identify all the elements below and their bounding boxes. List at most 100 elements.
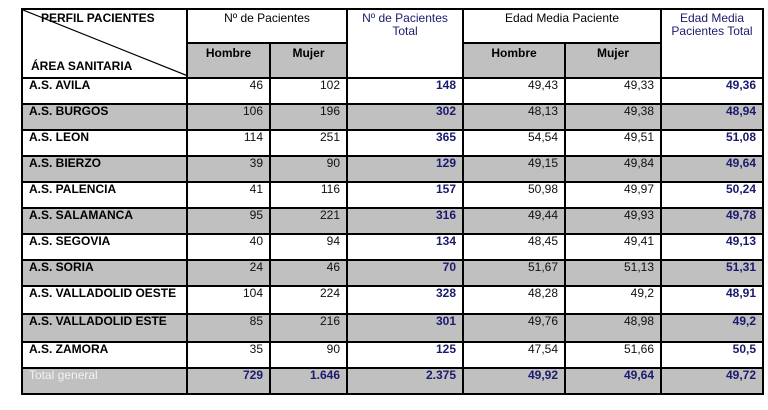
total-cell-edad-total: 49,72 <box>660 367 764 395</box>
table-row: A.S. BIERZO 39 90 129 49,15 49,84 49,64 <box>21 155 764 183</box>
cell-edad-mujer: 49,93 <box>564 207 662 235</box>
cell-edad-total: 49,64 <box>660 155 764 183</box>
cell-total: 129 <box>346 155 464 183</box>
cell-edad-hombre: 47,54 <box>462 341 566 369</box>
total-cell-total: 2.375 <box>346 367 464 395</box>
cell-edad-hombre: 48,45 <box>462 233 566 261</box>
cell-hombre: 40 <box>186 233 271 261</box>
cell-edad-total: 51,08 <box>660 129 764 157</box>
cell-hombre: 104 <box>186 285 271 315</box>
table-row: A.S. SEGOVIA 40 94 134 48,45 49,41 49,13 <box>21 233 764 261</box>
cell-total: 134 <box>346 233 464 261</box>
cell-mujer: 116 <box>269 181 348 209</box>
cell-area: A.S. BURGOS <box>21 103 188 131</box>
corner-bottom-label: ÁREA SANITARIA <box>31 59 133 73</box>
table-row: A.S. ZAMORA 35 90 125 47,54 51,66 50,5 <box>21 341 764 369</box>
cell-mujer: 221 <box>269 207 348 235</box>
cell-edad-total: 50,5 <box>660 341 764 369</box>
cell-mujer: 46 <box>269 259 348 287</box>
cell-edad-mujer: 49,51 <box>564 129 662 157</box>
table-row: A.S. LEON 114 251 365 54,54 49,51 51,08 <box>21 129 764 157</box>
cell-edad-total: 48,91 <box>660 285 764 315</box>
cell-mujer: 94 <box>269 233 348 261</box>
table-row: A.S. VALLADOLID OESTE 104 224 328 48,28 49,2 4… <box>21 285 764 315</box>
cell-edad-hombre: 54,54 <box>462 129 566 157</box>
subheader-age-hombre: Hombre <box>462 42 566 79</box>
total-cell-edad-hombre: 49,92 <box>462 367 566 395</box>
header-num-patients: Nº de Pacientes <box>186 8 348 44</box>
cell-edad-hombre: 49,15 <box>462 155 566 183</box>
cell-edad-total: 49,13 <box>660 233 764 261</box>
cell-area: A.S. LEON <box>21 129 188 157</box>
cell-total: 157 <box>346 181 464 209</box>
cell-edad-mujer: 51,66 <box>564 341 662 369</box>
cell-hombre: 95 <box>186 207 271 235</box>
cell-total: 328 <box>346 285 464 315</box>
cell-edad-total: 49,2 <box>660 313 764 343</box>
cell-edad-mujer: 49,97 <box>564 181 662 209</box>
header-age: Edad Media Paciente <box>462 8 662 44</box>
cell-total: 302 <box>346 103 464 131</box>
cell-edad-total: 50,24 <box>660 181 764 209</box>
cell-edad-total: 49,36 <box>660 77 764 105</box>
cell-edad-hombre: 49,43 <box>462 77 566 105</box>
subheader-mujer: Mujer <box>269 42 348 79</box>
cell-area: A.S. BIERZO <box>21 155 188 183</box>
cell-total: 301 <box>346 313 464 343</box>
cell-mujer: 90 <box>269 155 348 183</box>
total-cell-hombre: 729 <box>186 367 271 395</box>
cell-edad-total: 49,78 <box>660 207 764 235</box>
table-row: A.S. AVILA 46 102 148 49,43 49,33 49,36 <box>21 77 764 105</box>
header-num-patients-total: Nº de Pacientes Total <box>346 8 464 79</box>
cell-hombre: 24 <box>186 259 271 287</box>
cell-hombre: 35 <box>186 341 271 369</box>
cell-area: A.S. PALENCIA <box>21 181 188 209</box>
cell-edad-mujer: 51,13 <box>564 259 662 287</box>
cell-area: A.S. SALAMANCA <box>21 207 188 235</box>
cell-edad-mujer: 49,41 <box>564 233 662 261</box>
total-cell-mujer: 1.646 <box>269 367 348 395</box>
header-age-total: Edad Media Pacientes Total <box>660 8 764 79</box>
cell-edad-total: 51,31 <box>660 259 764 287</box>
corner-header: PERFIL PACIENTES ÁREA SANITARIA <box>21 8 188 79</box>
cell-mujer: 90 <box>269 341 348 369</box>
cell-total: 365 <box>346 129 464 157</box>
table-row: A.S. SALAMANCA 95 221 316 49,44 49,93 49,78 <box>21 207 764 235</box>
cell-area: A.S. VALLADOLID ESTE <box>21 313 188 343</box>
cell-edad-hombre: 51,67 <box>462 259 566 287</box>
table-row: A.S. SORIA 24 46 70 51,67 51,13 51,31 <box>21 259 764 287</box>
cell-edad-hombre: 49,76 <box>462 313 566 343</box>
diagonal-divider <box>24 11 185 76</box>
total-cell-edad-mujer: 49,64 <box>564 367 662 395</box>
cell-mujer: 251 <box>269 129 348 157</box>
cell-hombre: 46 <box>186 77 271 105</box>
cell-hombre: 85 <box>186 313 271 343</box>
cell-edad-mujer: 49,33 <box>564 77 662 105</box>
patient-profile-table: PERFIL PACIENTES ÁREA SANITARIA Nº de Pa… <box>21 8 764 395</box>
cell-edad-hombre: 48,13 <box>462 103 566 131</box>
cell-total: 70 <box>346 259 464 287</box>
cell-mujer: 102 <box>269 77 348 105</box>
subheader-hombre: Hombre <box>186 42 271 79</box>
cell-edad-hombre: 49,44 <box>462 207 566 235</box>
corner-top-label: PERFIL PACIENTES <box>41 11 155 25</box>
cell-total: 316 <box>346 207 464 235</box>
total-cell-area: Total general <box>21 367 188 395</box>
cell-hombre: 39 <box>186 155 271 183</box>
cell-mujer: 224 <box>269 285 348 315</box>
cell-area: A.S. AVILA <box>21 77 188 105</box>
cell-edad-hombre: 48,28 <box>462 285 566 315</box>
cell-edad-mujer: 49,84 <box>564 155 662 183</box>
cell-area: A.S. VALLADOLID OESTE <box>21 285 188 315</box>
cell-mujer: 196 <box>269 103 348 131</box>
cell-area: A.S. SEGOVIA <box>21 233 188 261</box>
cell-edad-mujer: 49,38 <box>564 103 662 131</box>
table-row: A.S. BURGOS 106 196 302 48,13 49,38 48,94 <box>21 103 764 131</box>
cell-edad-total: 48,94 <box>660 103 764 131</box>
cell-edad-mujer: 48,98 <box>564 313 662 343</box>
cell-hombre: 114 <box>186 129 271 157</box>
cell-hombre: 41 <box>186 181 271 209</box>
table-row: A.S. PALENCIA 41 116 157 50,98 49,97 50,24 <box>21 181 764 209</box>
cell-area: A.S. SORIA <box>21 259 188 287</box>
cell-area: A.S. ZAMORA <box>21 341 188 369</box>
